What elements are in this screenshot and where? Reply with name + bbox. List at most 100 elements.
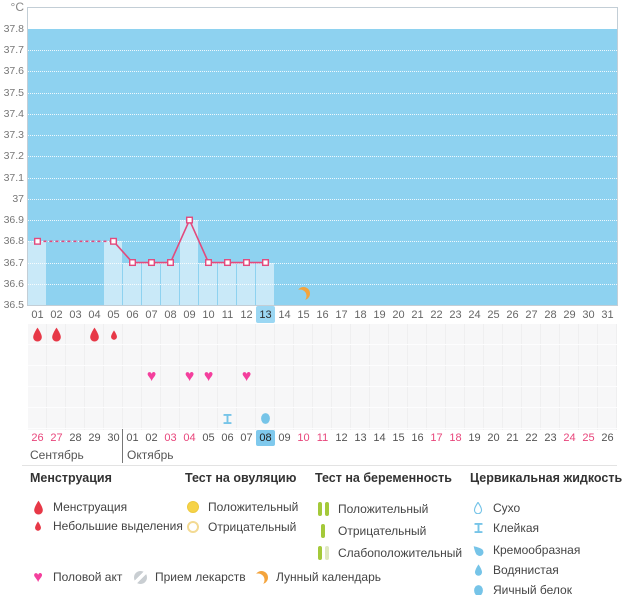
calendar-date-cell[interactable]: 25 (582, 432, 595, 444)
menstruation-cell[interactable] (28, 324, 47, 345)
menstruation-cell[interactable] (104, 324, 123, 345)
legend-item: Яичный белок (470, 581, 572, 595)
calendar-date-cell[interactable]: 22 (525, 432, 538, 444)
cycle-day-cell[interactable]: 01 (31, 308, 44, 321)
calendar-date-cell[interactable]: 15 (392, 432, 405, 444)
calendar-date-cell[interactable]: 12 (335, 432, 348, 444)
cycle-day-cell[interactable]: 14 (278, 308, 291, 321)
calendar-date-cell[interactable]: 20 (487, 432, 500, 444)
calendar-date-cell[interactable]: 08 (256, 430, 275, 446)
cycle-day-cell[interactable]: 20 (392, 308, 405, 321)
cycle-day-cell[interactable]: 24 (468, 308, 481, 321)
cycle-day-cell[interactable]: 02 (50, 308, 63, 321)
cycle-day-cell[interactable]: 09 (183, 308, 196, 321)
temperature-point-marker[interactable] (185, 216, 193, 224)
legend-section-title: Тест на овуляцию (185, 471, 297, 485)
temperature-point-marker[interactable] (261, 259, 269, 267)
cycle-day-cell[interactable]: 11 (221, 308, 234, 321)
gridline (28, 177, 617, 179)
menstruation-cell[interactable] (85, 324, 104, 345)
temperature-point-marker[interactable] (147, 259, 155, 267)
cycle-day-cell[interactable]: 23 (449, 308, 462, 321)
calendar-date-cell[interactable]: 09 (278, 432, 291, 444)
temperature-point-marker[interactable] (242, 259, 250, 267)
gridline (28, 50, 617, 52)
temperature-point-marker[interactable] (33, 237, 41, 245)
cycle-day-cell[interactable]: 16 (316, 308, 329, 321)
cycle-day-cell[interactable]: 21 (411, 308, 424, 321)
ovulation-positive-icon (187, 501, 199, 513)
calendar-date-cell[interactable]: 10 (297, 432, 310, 444)
calendar-date-cell[interactable]: 14 (373, 432, 386, 444)
gridline (28, 241, 617, 243)
cycle-day-cell[interactable]: 25 (487, 308, 500, 321)
calendar-date-cell[interactable]: 18 (449, 432, 462, 444)
legend-divider (22, 465, 617, 466)
calendar-date-cell[interactable]: 16 (411, 432, 424, 444)
cycle-day-cell[interactable]: 06 (126, 308, 139, 321)
temperature-plot-area[interactable] (27, 7, 618, 306)
cycle-day-cell[interactable]: 07 (145, 308, 158, 321)
cycle-day-cell[interactable]: 10 (202, 308, 215, 321)
intercourse-cell[interactable]: ♥ (180, 366, 199, 387)
cycle-day-cell[interactable]: 04 (88, 308, 101, 321)
calendar-date-cell[interactable]: 28 (69, 432, 82, 444)
cervical-fluid-cell[interactable] (256, 408, 275, 429)
cycle-day-cell[interactable]: 18 (354, 308, 367, 321)
menstruation-heavy-icon (33, 500, 44, 515)
cycle-day-cell[interactable]: 28 (544, 308, 557, 321)
legend-item-label: Яичный белок (493, 583, 572, 595)
temperature-point-marker[interactable] (166, 259, 174, 267)
menstruation-cell[interactable] (47, 324, 66, 345)
calendar-date-cell[interactable]: 11 (316, 432, 329, 444)
cycle-day-cell[interactable]: 31 (601, 308, 614, 321)
calendar-date-cell[interactable]: 26 (31, 432, 44, 444)
calendar-date-cell[interactable]: 13 (354, 432, 367, 444)
cycle-day-cell[interactable]: 13 (256, 306, 275, 323)
cycle-day-cell[interactable]: 08 (164, 308, 177, 321)
cervical-fluid-cell[interactable] (218, 408, 237, 429)
calendar-date-cell[interactable]: 17 (430, 432, 443, 444)
calendar-date-cell[interactable]: 26 (601, 432, 614, 444)
cycle-day-cell[interactable]: 26 (506, 308, 519, 321)
temperature-point-marker[interactable] (204, 259, 212, 267)
calendar-date-cell[interactable]: 27 (50, 432, 63, 444)
calendar-date-cell[interactable]: 01 (126, 432, 139, 444)
cycle-day-cell[interactable]: 19 (373, 308, 386, 321)
calendar-date-cell[interactable]: 05 (202, 432, 215, 444)
calendar-date-cell[interactable]: 04 (183, 432, 196, 444)
calendar-date-cell[interactable]: 06 (221, 432, 234, 444)
calendar-date-cell[interactable]: 19 (468, 432, 481, 444)
intercourse-cell[interactable]: ♥ (142, 366, 161, 387)
cycle-day-cell[interactable]: 22 (430, 308, 443, 321)
intercourse-cell[interactable]: ♥ (199, 366, 218, 387)
cycle-day-cell[interactable]: 15 (297, 308, 310, 321)
calendar-date-cell[interactable]: 23 (544, 432, 557, 444)
legend-item-iconbox (30, 500, 46, 515)
menstruation-heavy-icon (89, 327, 100, 342)
cycle-day-cell[interactable]: 29 (563, 308, 576, 321)
legend-item-iconbox (315, 502, 331, 516)
lunar-calendar-icon (255, 571, 268, 584)
calendar-date-cell[interactable]: 29 (88, 432, 101, 444)
cycle-day-cell[interactable]: 03 (69, 308, 82, 321)
gridline (28, 156, 617, 158)
cycle-day-cell[interactable]: 27 (525, 308, 538, 321)
calendar-date-cell[interactable]: 30 (107, 432, 120, 444)
temperature-point-marker[interactable] (109, 237, 117, 245)
calendar-date-cell[interactable]: 21 (506, 432, 519, 444)
cycle-day-cell[interactable]: 17 (335, 308, 348, 321)
calendar-date-cell[interactable]: 03 (164, 432, 177, 444)
gridline (28, 283, 617, 285)
y-axis-tick-label: 37.5 (3, 86, 24, 99)
calendar-date-cell[interactable]: 02 (145, 432, 158, 444)
calendar-date-cell[interactable]: 24 (563, 432, 576, 444)
calendar-date-cell[interactable]: 07 (240, 432, 253, 444)
cycle-day-cell[interactable]: 05 (107, 308, 120, 321)
temperature-point-marker[interactable] (223, 259, 231, 267)
cervical-sticky-icon (473, 522, 484, 534)
cycle-day-cell[interactable]: 30 (582, 308, 595, 321)
intercourse-cell[interactable]: ♥ (237, 366, 256, 387)
temperature-point-marker[interactable] (128, 259, 136, 267)
cycle-day-cell[interactable]: 12 (240, 308, 253, 321)
